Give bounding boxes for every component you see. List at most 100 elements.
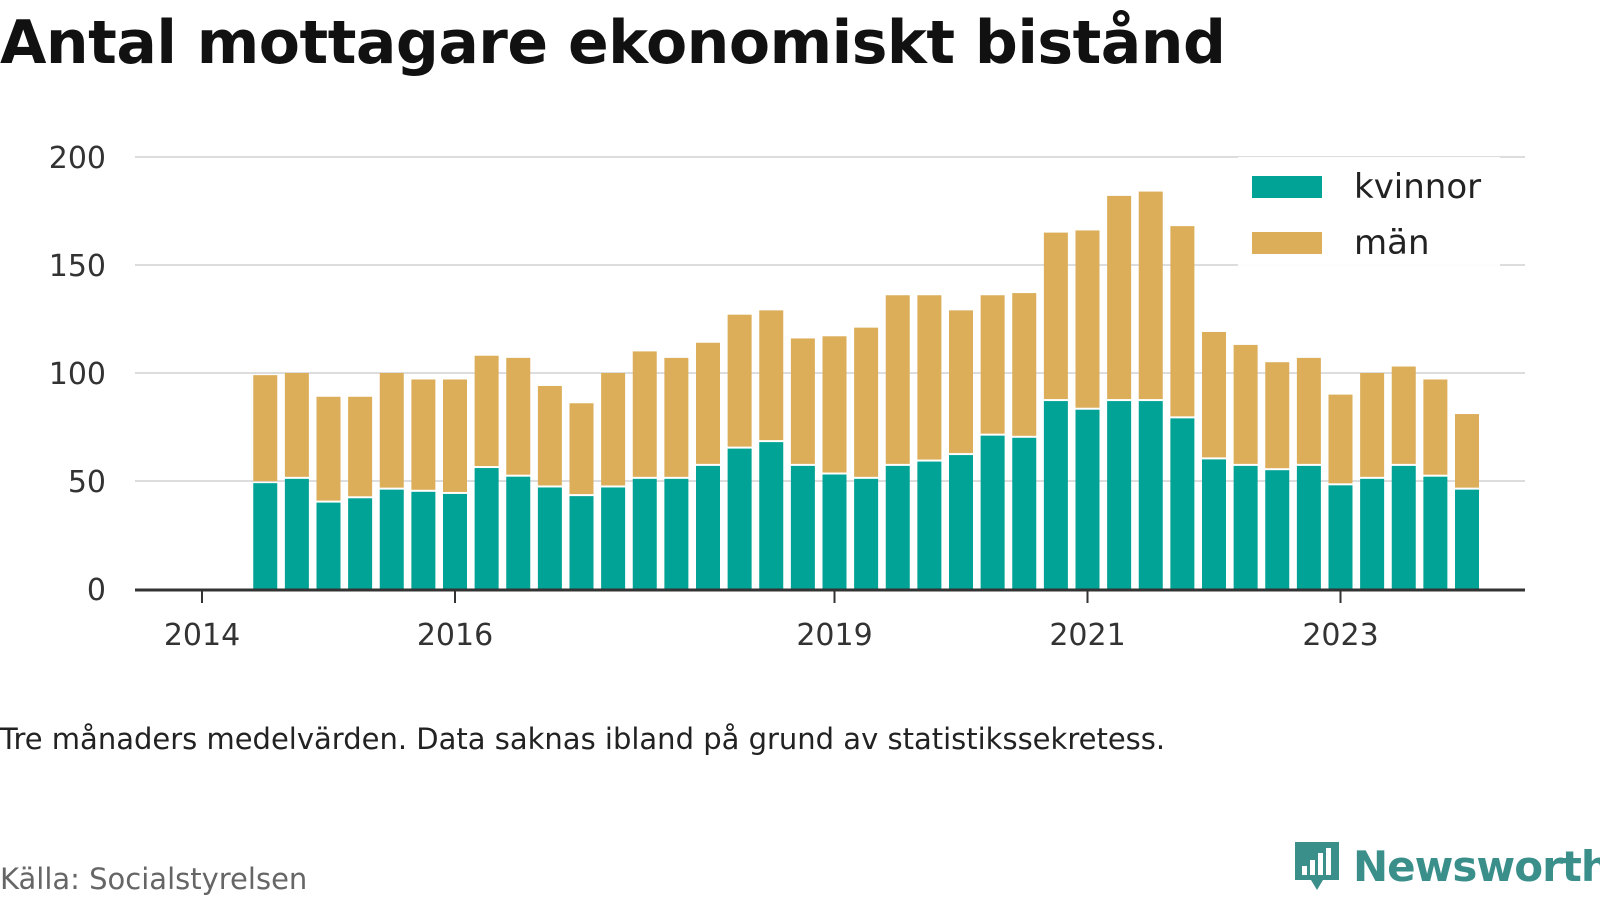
source-label: Källa: Socialstyrelsen — [0, 862, 308, 896]
y-tick-label: 100 — [49, 357, 106, 392]
bar-man — [1296, 357, 1321, 464]
bar-kvinnor — [980, 435, 1005, 589]
bar-man — [1265, 362, 1290, 469]
bar-man — [1043, 232, 1068, 400]
y-axis-ticks: 0 50 100 150 200 — [49, 141, 106, 608]
bar-man — [506, 357, 531, 475]
bar-kvinnor — [632, 478, 657, 589]
bar-man — [1012, 293, 1037, 436]
bar-man — [284, 373, 309, 477]
bar-kvinnor — [790, 465, 815, 589]
bar-kvinnor — [1075, 409, 1100, 589]
y-tick-label: 0 — [87, 573, 106, 608]
bar-kvinnor — [1423, 476, 1448, 589]
bar-man — [854, 327, 879, 477]
bar-kvinnor — [1043, 401, 1068, 589]
bar-kvinnor — [284, 478, 309, 589]
bar-man — [1107, 195, 1132, 400]
bar-kvinnor — [917, 461, 942, 589]
bar-man — [822, 336, 847, 473]
bar-man — [1075, 230, 1100, 408]
legend-swatch — [1252, 232, 1322, 254]
bar-kvinnor — [1391, 465, 1416, 589]
bar-man — [727, 314, 752, 447]
bar-kvinnor — [506, 476, 531, 589]
bar-man — [664, 357, 689, 477]
bar-kvinnor — [443, 493, 467, 589]
legend-label: män — [1354, 223, 1430, 263]
bar-kvinnor — [822, 474, 847, 589]
bar-kvinnor — [1138, 401, 1163, 589]
bar-kvinnor — [727, 448, 752, 589]
bar-man — [1423, 379, 1448, 475]
bar-man — [1455, 414, 1479, 488]
bar-man — [348, 396, 373, 497]
bar-man — [696, 342, 720, 464]
bar-man — [759, 310, 784, 441]
legend-swatch — [1252, 176, 1322, 198]
bar-man — [443, 379, 467, 492]
legend-label: kvinnor — [1354, 167, 1481, 207]
bar-kvinnor — [949, 455, 973, 589]
bar-kvinnor — [854, 478, 879, 589]
brand-logo[interactable]: Newsworthy — [1293, 840, 1600, 892]
bar-man — [917, 295, 942, 460]
bar-man — [601, 373, 626, 486]
x-tick-label: 2016 — [417, 618, 493, 653]
x-tick-label: 2021 — [1049, 618, 1125, 653]
bar-kvinnor — [1328, 485, 1353, 589]
bar-kvinnor — [759, 442, 784, 589]
bar-man — [790, 338, 815, 464]
bar-kvinnor — [348, 498, 373, 589]
stacked-bar-chart: 0 50 100 150 200 2014 2016 2019 2021 2023 kvinno… — [49, 141, 1525, 653]
bar-man — [1233, 344, 1258, 464]
bar-man — [411, 379, 436, 490]
bar-kvinnor — [1455, 489, 1479, 589]
bar-kvinnor — [1107, 401, 1132, 589]
chart-note: Tre månaders medelvärden. Data saknas ib… — [0, 722, 1166, 756]
x-tick-label: 2023 — [1302, 618, 1378, 653]
bar-kvinnor — [569, 496, 594, 589]
bar-kvinnor — [411, 491, 436, 589]
bar-kvinnor — [253, 483, 278, 589]
bar-man — [1202, 331, 1226, 458]
newsworthy-logo-icon — [1295, 842, 1339, 890]
x-axis-ticks: 2014 2016 2019 2021 2023 — [164, 590, 1379, 653]
bar-kvinnor — [601, 487, 626, 589]
bar-kvinnor — [379, 489, 404, 589]
bar-man — [569, 403, 594, 495]
bar-man — [1170, 226, 1195, 417]
bar-man — [474, 355, 499, 467]
y-tick-label: 200 — [49, 141, 106, 176]
bar-kvinnor — [1170, 418, 1195, 589]
bar-man — [537, 385, 562, 486]
bar-kvinnor — [1296, 465, 1321, 589]
bar-kvinnor — [1233, 465, 1258, 589]
bar-kvinnor — [537, 487, 562, 589]
y-tick-label: 50 — [68, 465, 106, 500]
bar-man — [253, 375, 278, 482]
bar-man — [632, 351, 657, 477]
x-tick-label: 2019 — [796, 618, 872, 653]
bar-man — [1328, 394, 1353, 484]
bar-kvinnor — [885, 465, 910, 589]
brand-name: Newsworthy — [1353, 841, 1600, 891]
bar-kvinnor — [664, 478, 689, 589]
chart-title: Antal mottagare ekonomiskt bistånd — [0, 8, 1226, 78]
bar-man — [316, 396, 341, 501]
bar-kvinnor — [696, 465, 720, 589]
bar-kvinnor — [1202, 459, 1226, 589]
bar-man — [980, 295, 1005, 434]
bar-kvinnor — [316, 502, 341, 589]
bar-man — [1138, 191, 1163, 400]
bar-man — [885, 295, 910, 464]
bar-man — [379, 373, 404, 488]
x-tick-label: 2014 — [164, 618, 240, 653]
bar-man — [1391, 366, 1416, 464]
y-tick-label: 150 — [49, 249, 106, 284]
legend: kvinnor män — [1238, 157, 1500, 269]
bar-kvinnor — [1012, 437, 1037, 589]
bar-kvinnor — [1265, 470, 1290, 589]
bar-man — [949, 310, 973, 454]
bar-kvinnor — [474, 468, 499, 589]
